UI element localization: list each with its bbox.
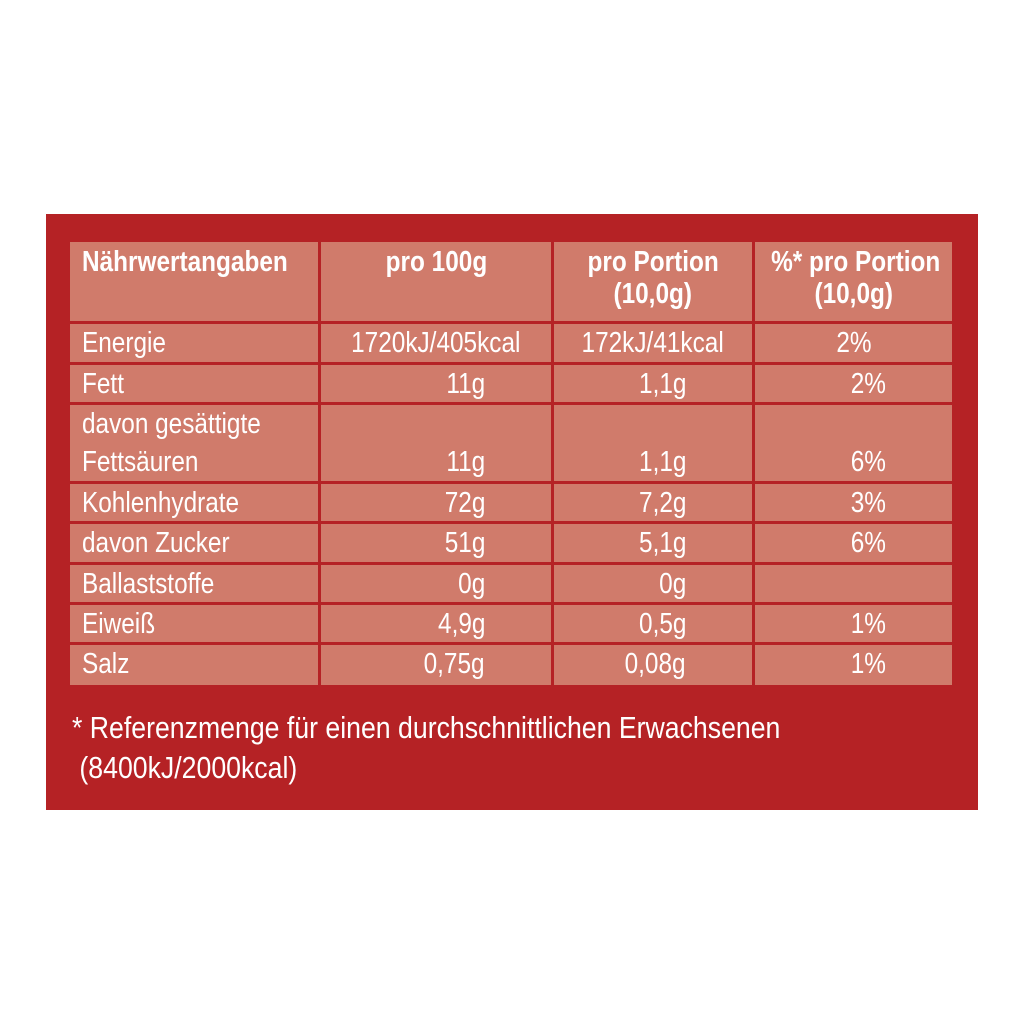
row-salz-name: Salz [70, 645, 318, 685]
cell-text: Eiweiß [82, 608, 156, 640]
cell-text: 11g [446, 368, 485, 400]
cell-text: 1720kJ/405kcal [351, 327, 521, 359]
row-fett-pct: 2% [755, 365, 952, 402]
row-zucker-per100: 51g [321, 524, 551, 562]
row-kohlenhydrate-pct: 3% [755, 484, 952, 521]
row-salz-pct: 1% [755, 645, 952, 685]
row-gesaettigte-per100: 11g [321, 405, 551, 481]
cell-text: 3% [850, 487, 886, 519]
row-gesaettigte-name: davon gesättigte Fettsäuren [70, 405, 318, 481]
cell-text: 1% [850, 648, 886, 680]
cell-text: 11g [446, 446, 485, 478]
row-gesaettigte-portion: 1,1g [554, 405, 752, 481]
row-kohlenhydrate-per100: 72g [321, 484, 551, 521]
row-zucker-portion: 5,1g [554, 524, 752, 562]
row-fett-portion: 1,1g [554, 365, 752, 402]
cell-text: Fett [82, 368, 124, 400]
row-zucker-name: davon Zucker [70, 524, 318, 562]
cell-text: 1% [850, 608, 886, 640]
cell-text: 0g [457, 568, 485, 600]
row-eiweiss-portion: 0,5g [554, 605, 752, 642]
cell-text: Ballaststoffe [82, 568, 215, 600]
row-ballaststoffe-per100: 0g [321, 565, 551, 602]
cell-text: Fettsäuren [82, 446, 199, 478]
header-text: (10,0g) [613, 278, 693, 310]
row-energie-portion: 172kJ/41kcal [554, 324, 752, 362]
header-text: Nährwertangaben [82, 246, 288, 278]
cell-text: 6% [850, 527, 886, 559]
row-ballaststoffe-portion: 0g [554, 565, 752, 602]
row-kohlenhydrate-name: Kohlenhydrate [70, 484, 318, 521]
header-text: pro Portion [587, 246, 719, 278]
cell-text: davon Zucker [82, 527, 230, 559]
cell-text: davon gesättigte [82, 408, 261, 440]
header-text: pro 100g [385, 246, 487, 278]
cell-text: 6% [850, 446, 886, 478]
cell-text: 4,9g [437, 608, 485, 640]
row-fett-per100: 11g [321, 365, 551, 402]
row-energie-name: Energie [70, 324, 318, 362]
row-salz-portion: 0,08g [554, 645, 752, 685]
footnote: * Referenzmenge für einen durchschnittli… [72, 708, 896, 788]
cell-text: 51g [444, 527, 485, 559]
cell-text: Salz [82, 648, 130, 680]
row-energie-pct: 2% [755, 324, 952, 362]
row-fett-name: Fett [70, 365, 318, 402]
cell-text: 172kJ/41kcal [581, 327, 725, 359]
header-percent: %* pro Portion (10,0g) [755, 242, 952, 321]
cell-text: 1,1g [638, 368, 686, 400]
cell-text: 72g [444, 487, 485, 519]
header-text: %* pro Portion [771, 246, 941, 278]
footnote-line: (8400kJ/2000kcal) [72, 750, 298, 785]
cell-text: 0,75g [424, 648, 485, 680]
cell-text: Energie [82, 327, 166, 359]
footnote-line: * Referenzmenge für einen durchschnittli… [72, 710, 781, 745]
row-salz-per100: 0,75g [321, 645, 551, 685]
cell-text: 2% [835, 327, 872, 359]
cell-text: Kohlenhydrate [82, 487, 240, 519]
nutrition-panel: Nährwertangaben pro 100g pro Portion (10,… [46, 214, 978, 810]
header-text: (10,0g) [814, 278, 893, 310]
row-zucker-pct: 6% [755, 524, 952, 562]
row-ballaststoffe-name: Ballaststoffe [70, 565, 318, 602]
nutrition-table: Nährwertangaben pro 100g pro Portion (10,… [70, 242, 952, 685]
row-gesaettigte-pct: 6% [755, 405, 952, 481]
cell-text: 0g [658, 568, 686, 600]
row-kohlenhydrate-portion: 7,2g [554, 484, 752, 521]
header-portion: pro Portion (10,0g) [554, 242, 752, 321]
row-energie-per100: 1720kJ/405kcal [321, 324, 551, 362]
row-eiweiss-pct: 1% [755, 605, 952, 642]
cell-text: 0,08g [625, 648, 686, 680]
header-nutrient: Nährwertangaben [70, 242, 318, 321]
cell-text: 2% [850, 368, 886, 400]
cell-text: 1,1g [638, 446, 686, 478]
row-ballaststoffe-pct [755, 565, 952, 602]
cell-text: 5,1g [638, 527, 686, 559]
cell-text: 7,2g [638, 487, 686, 519]
row-eiweiss-per100: 4,9g [321, 605, 551, 642]
cell-text: 0,5g [638, 608, 686, 640]
row-eiweiss-name: Eiweiß [70, 605, 318, 642]
header-per100: pro 100g [321, 242, 551, 321]
